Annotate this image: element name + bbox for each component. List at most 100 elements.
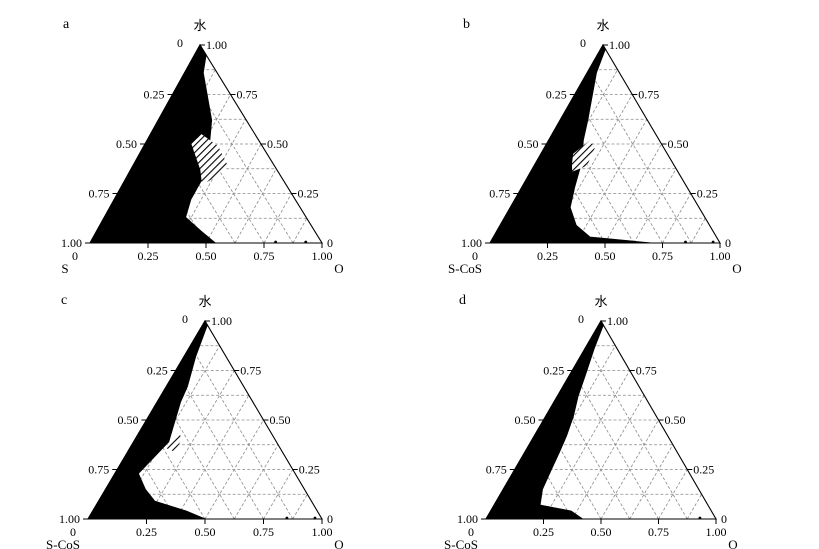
bottom-right-zero-label: 0	[721, 512, 727, 526]
right-corner-label: O	[728, 537, 737, 549]
left-tick-label: 1.00	[59, 512, 80, 526]
left-tick-label: 0.50	[116, 137, 137, 151]
bottom-tick-label: 0.75	[648, 525, 669, 539]
right-corner-label: O	[334, 537, 343, 549]
bottom-tick-label: 1.00	[710, 249, 731, 263]
grid-line	[629, 444, 674, 520]
right-tick-label: 0.75	[240, 364, 261, 378]
right-tick-label: 0.50	[665, 413, 686, 427]
panel-letter: d	[459, 293, 466, 308]
bottom-left-zero-label: 0	[72, 249, 78, 263]
grid-line	[658, 469, 688, 520]
water-corner-label: 水	[193, 18, 206, 33]
grid-line	[185, 69, 294, 244]
right-corner-label: O	[732, 261, 741, 276]
right-tick-label: 1.00	[609, 38, 630, 52]
ternary-panel-d: 0.25 0.50 0.75 1.00 1.00 0.75 0.50 0.25 0.25 0.50…	[444, 293, 738, 549]
right-corner-label: O	[334, 261, 343, 276]
hatched-region	[572, 140, 595, 172]
bottom-tick-label: 0.25	[533, 525, 554, 539]
bottom-left-zero-label: 0	[468, 525, 474, 539]
left-corner-label: S-CoS	[448, 261, 482, 276]
apex-zero-label: 0	[578, 312, 584, 326]
left-tick-label: 0.75	[489, 187, 510, 201]
left-corner-label: S-CoS	[444, 537, 478, 549]
base-dot	[304, 240, 308, 244]
grid-line	[662, 193, 692, 244]
bottom-right-zero-label: 0	[327, 512, 333, 526]
left-tick-label: 0.25	[144, 88, 165, 102]
grid-line	[557, 395, 631, 520]
left-tick-label: 0.75	[88, 463, 109, 477]
right-tick-label: 0.25	[697, 187, 718, 201]
bottom-right-zero-label: 0	[327, 236, 333, 250]
left-tick-label: 0.75	[486, 463, 507, 477]
panel-letter: b	[463, 17, 470, 32]
right-tick-label: 0.75	[638, 88, 659, 102]
base-dot	[698, 516, 702, 520]
right-tick-label: 1.00	[607, 314, 628, 328]
left-tick-label: 1.00	[457, 512, 478, 526]
water-corner-label: 水	[198, 294, 211, 309]
grid-line	[160, 395, 235, 520]
right-tick-label: 0.50	[668, 137, 689, 151]
apex-zero-label: 0	[177, 36, 183, 50]
base-dot	[684, 240, 687, 244]
grid-line	[292, 218, 308, 244]
bottom-tick-label: 1.00	[312, 249, 333, 263]
grid-line	[233, 444, 279, 520]
bottom-tick-label: 0.75	[253, 525, 274, 539]
right-tick-label: 1.00	[211, 314, 232, 328]
left-tick-label: 0.50	[118, 413, 139, 427]
left-corner-label: S-CoS	[46, 537, 80, 549]
bottom-right-zero-label: 0	[725, 236, 731, 250]
left-tick-label: 0.25	[546, 88, 567, 102]
grid-line	[263, 469, 294, 520]
left-tick-label: 0.25	[147, 364, 168, 378]
grid-line	[560, 119, 635, 244]
ternary-panel-a: 0.25 0.50 0.75 1.00 1.00 0.75 0.50 0.25 0.25 0.50…	[61, 17, 344, 276]
left-tick-label: 1.00	[61, 236, 82, 250]
bottom-tick-label: 0.75	[652, 249, 673, 263]
bottom-tick-label: 1.00	[312, 525, 333, 539]
base-dot	[285, 516, 289, 520]
hatched-region	[165, 431, 182, 452]
water-corner-label: 水	[594, 294, 607, 309]
bottom-tick-label: 0.50	[591, 525, 612, 539]
left-tick-label: 0.25	[543, 364, 564, 378]
grid-line	[686, 494, 702, 520]
grid-line	[633, 168, 677, 244]
grid-lines	[503, 69, 706, 244]
bottom-tick-label: 0.25	[136, 525, 157, 539]
right-tick-label: 0.75	[237, 88, 258, 102]
bottom-tick-label: 0.25	[138, 249, 159, 263]
apex-zero-label: 0	[580, 36, 586, 50]
grid-line	[586, 345, 688, 520]
grid-line	[175, 395, 250, 520]
panel-letter: a	[63, 17, 70, 32]
grid-line	[571, 395, 645, 520]
right-tick-label: 0.50	[267, 137, 288, 151]
grid-line	[571, 370, 659, 520]
right-tick-label: 0.25	[298, 187, 319, 201]
base-dot	[274, 240, 277, 244]
ternary-panel-c: 0.25 0.50 0.75 1.00 1.00 0.75 0.50 0.25 0.25 0.50…	[46, 293, 344, 549]
base-dot	[711, 240, 715, 244]
grid-line	[234, 168, 277, 244]
grid-line	[518, 69, 618, 244]
grid-line	[205, 143, 262, 244]
right-tick-label: 0.25	[299, 463, 320, 477]
grid-line	[575, 119, 648, 244]
water-corner-label: 水	[596, 18, 609, 33]
grid-line	[574, 94, 663, 244]
panel-letter: c	[61, 293, 67, 308]
right-tick-label: 0.50	[270, 413, 291, 427]
bottom-tick-label: 0.50	[195, 525, 216, 539]
left-corner-label: S	[61, 261, 68, 276]
hatched-region	[191, 134, 227, 184]
right-tick-label: 0.25	[693, 463, 714, 477]
bottom-tick-label: 1.00	[706, 525, 727, 539]
bottom-left-zero-label: 0	[472, 249, 478, 263]
bottom-tick-label: 0.50	[196, 249, 217, 263]
